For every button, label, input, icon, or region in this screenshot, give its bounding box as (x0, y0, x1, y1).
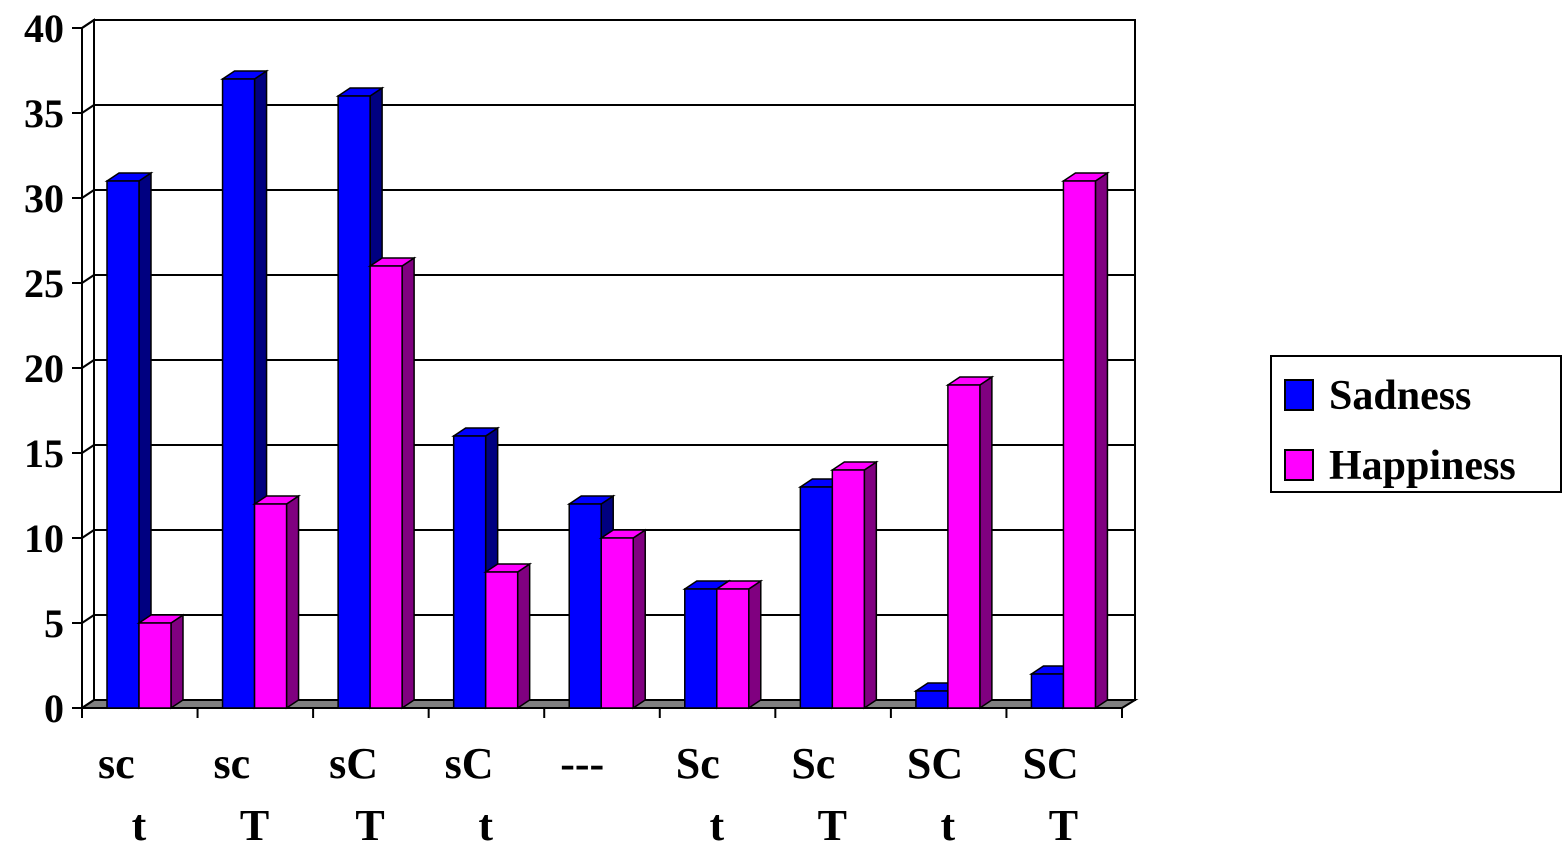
bar-front (369, 265, 403, 709)
y-tick-label: 20 (24, 346, 64, 391)
bar-side (863, 460, 878, 710)
x-tick-label: sc (214, 739, 251, 788)
y-tick-label: 10 (24, 516, 64, 561)
x-tick-label: t (132, 801, 147, 844)
y-tick-label: 40 (24, 6, 64, 51)
bars (104, 69, 1110, 710)
bar-happiness-1 (252, 494, 302, 710)
x-tick-label: t (709, 801, 724, 844)
y-tick-label: 0 (44, 686, 64, 731)
bar-front (831, 469, 866, 709)
x-tick-label: t (941, 801, 956, 844)
bar-side (516, 562, 531, 710)
y-tick-labels: 0 5 10 15 20 25 30 35 40 (24, 6, 64, 731)
x-tick-label: Sc (791, 739, 835, 788)
bar-front (600, 537, 634, 709)
bar-side (1094, 171, 1109, 710)
bar-front (915, 690, 949, 709)
y-tick-label: 5 (44, 601, 64, 646)
bar-happiness-4 (598, 528, 648, 710)
bar-front (253, 503, 288, 709)
x-tick-label: SC (907, 739, 963, 788)
bar-front (337, 95, 371, 709)
x-tick-label: sc (98, 739, 135, 788)
bar-side (170, 613, 184, 710)
bar-happiness-8 (1060, 171, 1110, 710)
bar-front (138, 622, 172, 709)
bar-front (1030, 673, 1065, 709)
legend-swatch-happiness (1284, 449, 1314, 481)
bar-front (1062, 180, 1097, 709)
gridline-side (81, 274, 95, 284)
bar-side (748, 579, 762, 710)
gridline-side (81, 19, 95, 29)
bar-front (716, 588, 750, 709)
bar-front (452, 435, 487, 709)
x-tick-label: Sc (676, 739, 720, 788)
x-tick-label: T (240, 801, 269, 844)
x-tick-label: t (478, 801, 493, 844)
bar-happiness-3 (483, 562, 533, 710)
bar-happiness-6 (829, 460, 879, 710)
bar-sadness-0 (104, 171, 154, 710)
gridline-side (81, 104, 95, 114)
legend: Sadness Happiness (1270, 355, 1562, 493)
bar-front (106, 180, 140, 709)
legend-swatch-sadness (1284, 379, 1314, 411)
bar-front (484, 571, 519, 709)
bar-side (632, 528, 646, 710)
bar-front (568, 503, 602, 709)
gridline-side (81, 189, 95, 199)
bar-side (979, 375, 993, 710)
bar-happiness-7 (945, 375, 995, 710)
bar-side (285, 494, 300, 710)
bar-happiness-2 (367, 256, 417, 710)
gridline-side (81, 614, 95, 624)
x-tick-label: T (355, 801, 384, 844)
bar-happiness-0 (136, 613, 186, 710)
bar-front (221, 78, 256, 709)
legend-label-sadness: Sadness (1329, 373, 1471, 419)
gridline-side (81, 359, 95, 369)
bar-side (401, 256, 415, 710)
x-tick-label: T (1049, 801, 1078, 844)
x-tick-label: --- (560, 739, 604, 788)
y-tick-label: 25 (24, 261, 64, 306)
bar-front (684, 588, 718, 709)
y-tick-label: 30 (24, 176, 64, 221)
y-tick-label: 15 (24, 431, 64, 476)
gridline-side (81, 529, 95, 539)
bar-front (799, 486, 834, 709)
y-tick-label: 35 (24, 91, 64, 136)
legend-label-happiness: Happiness (1329, 443, 1516, 489)
bar-happiness-5 (714, 579, 764, 710)
gridline-side (81, 444, 95, 454)
x-tick-labels: sc t sc TsC TsC t --- Sc t Sc T SC t SC T (98, 739, 1079, 849)
x-tick-label: SC (1022, 739, 1078, 788)
x-tick-label: sC (329, 739, 378, 788)
bar-front (947, 384, 981, 709)
x-tick-label: sC (445, 739, 494, 788)
x-tick-label: T (818, 801, 847, 844)
legend-box (1270, 355, 1562, 493)
